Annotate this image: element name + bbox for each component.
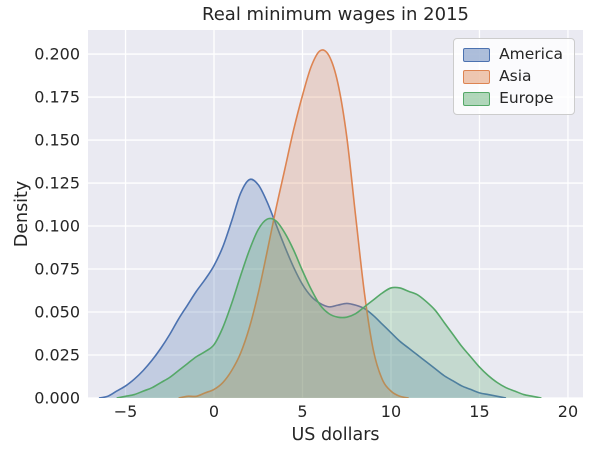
legend-label: America [499, 45, 563, 63]
legend-item-europe: Europe [463, 90, 563, 107]
kde-curve-america [98, 178, 507, 398]
chart-title: Real minimum wages in 2015 [202, 4, 469, 25]
y-tick-label: 0.025 [34, 345, 80, 365]
y-tick-label: 0.000 [34, 388, 80, 408]
kde-series-america [98, 178, 507, 398]
legend-swatch-america [463, 47, 491, 62]
x-tick-label: 20 [557, 402, 579, 421]
kde-series-asia [178, 49, 409, 398]
legend-swatch-europe [463, 91, 491, 106]
plot-area: America Asia Europe [88, 30, 583, 398]
x-tick-label: −5 [113, 402, 138, 421]
kde-series-europe [116, 217, 542, 398]
kde-curve-europe [116, 217, 542, 398]
legend-item-asia: Asia [463, 68, 563, 85]
legend-label: Asia [499, 67, 532, 85]
y-tick-label: 0.100 [34, 216, 80, 236]
y-tick-label: 0.175 [34, 87, 80, 107]
gridlines [88, 30, 583, 398]
y-tick-label: 0.075 [34, 259, 80, 279]
kde-curve-asia [178, 49, 409, 398]
x-tick-label: 5 [297, 402, 308, 421]
y-axis-label: Density [12, 180, 32, 248]
kde-area-europe [116, 218, 542, 398]
y-tick-label: 0.150 [34, 130, 80, 150]
y-tick-label: 0.125 [34, 173, 80, 193]
x-tick-label: 15 [469, 402, 490, 421]
legend-swatch-asia [463, 69, 491, 84]
legend-label: Europe [499, 89, 554, 107]
x-tick-label: 0 [208, 402, 220, 421]
x-axis-label: US dollars [291, 425, 380, 445]
legend-item-america: America [463, 46, 563, 63]
kde-area-asia [178, 49, 409, 398]
kde-area-america [98, 179, 507, 398]
y-tick-label: 0.050 [34, 302, 80, 322]
y-tick-label: 0.200 [34, 44, 80, 64]
legend: America Asia Europe [453, 38, 575, 115]
x-tick-label: 10 [380, 402, 402, 421]
